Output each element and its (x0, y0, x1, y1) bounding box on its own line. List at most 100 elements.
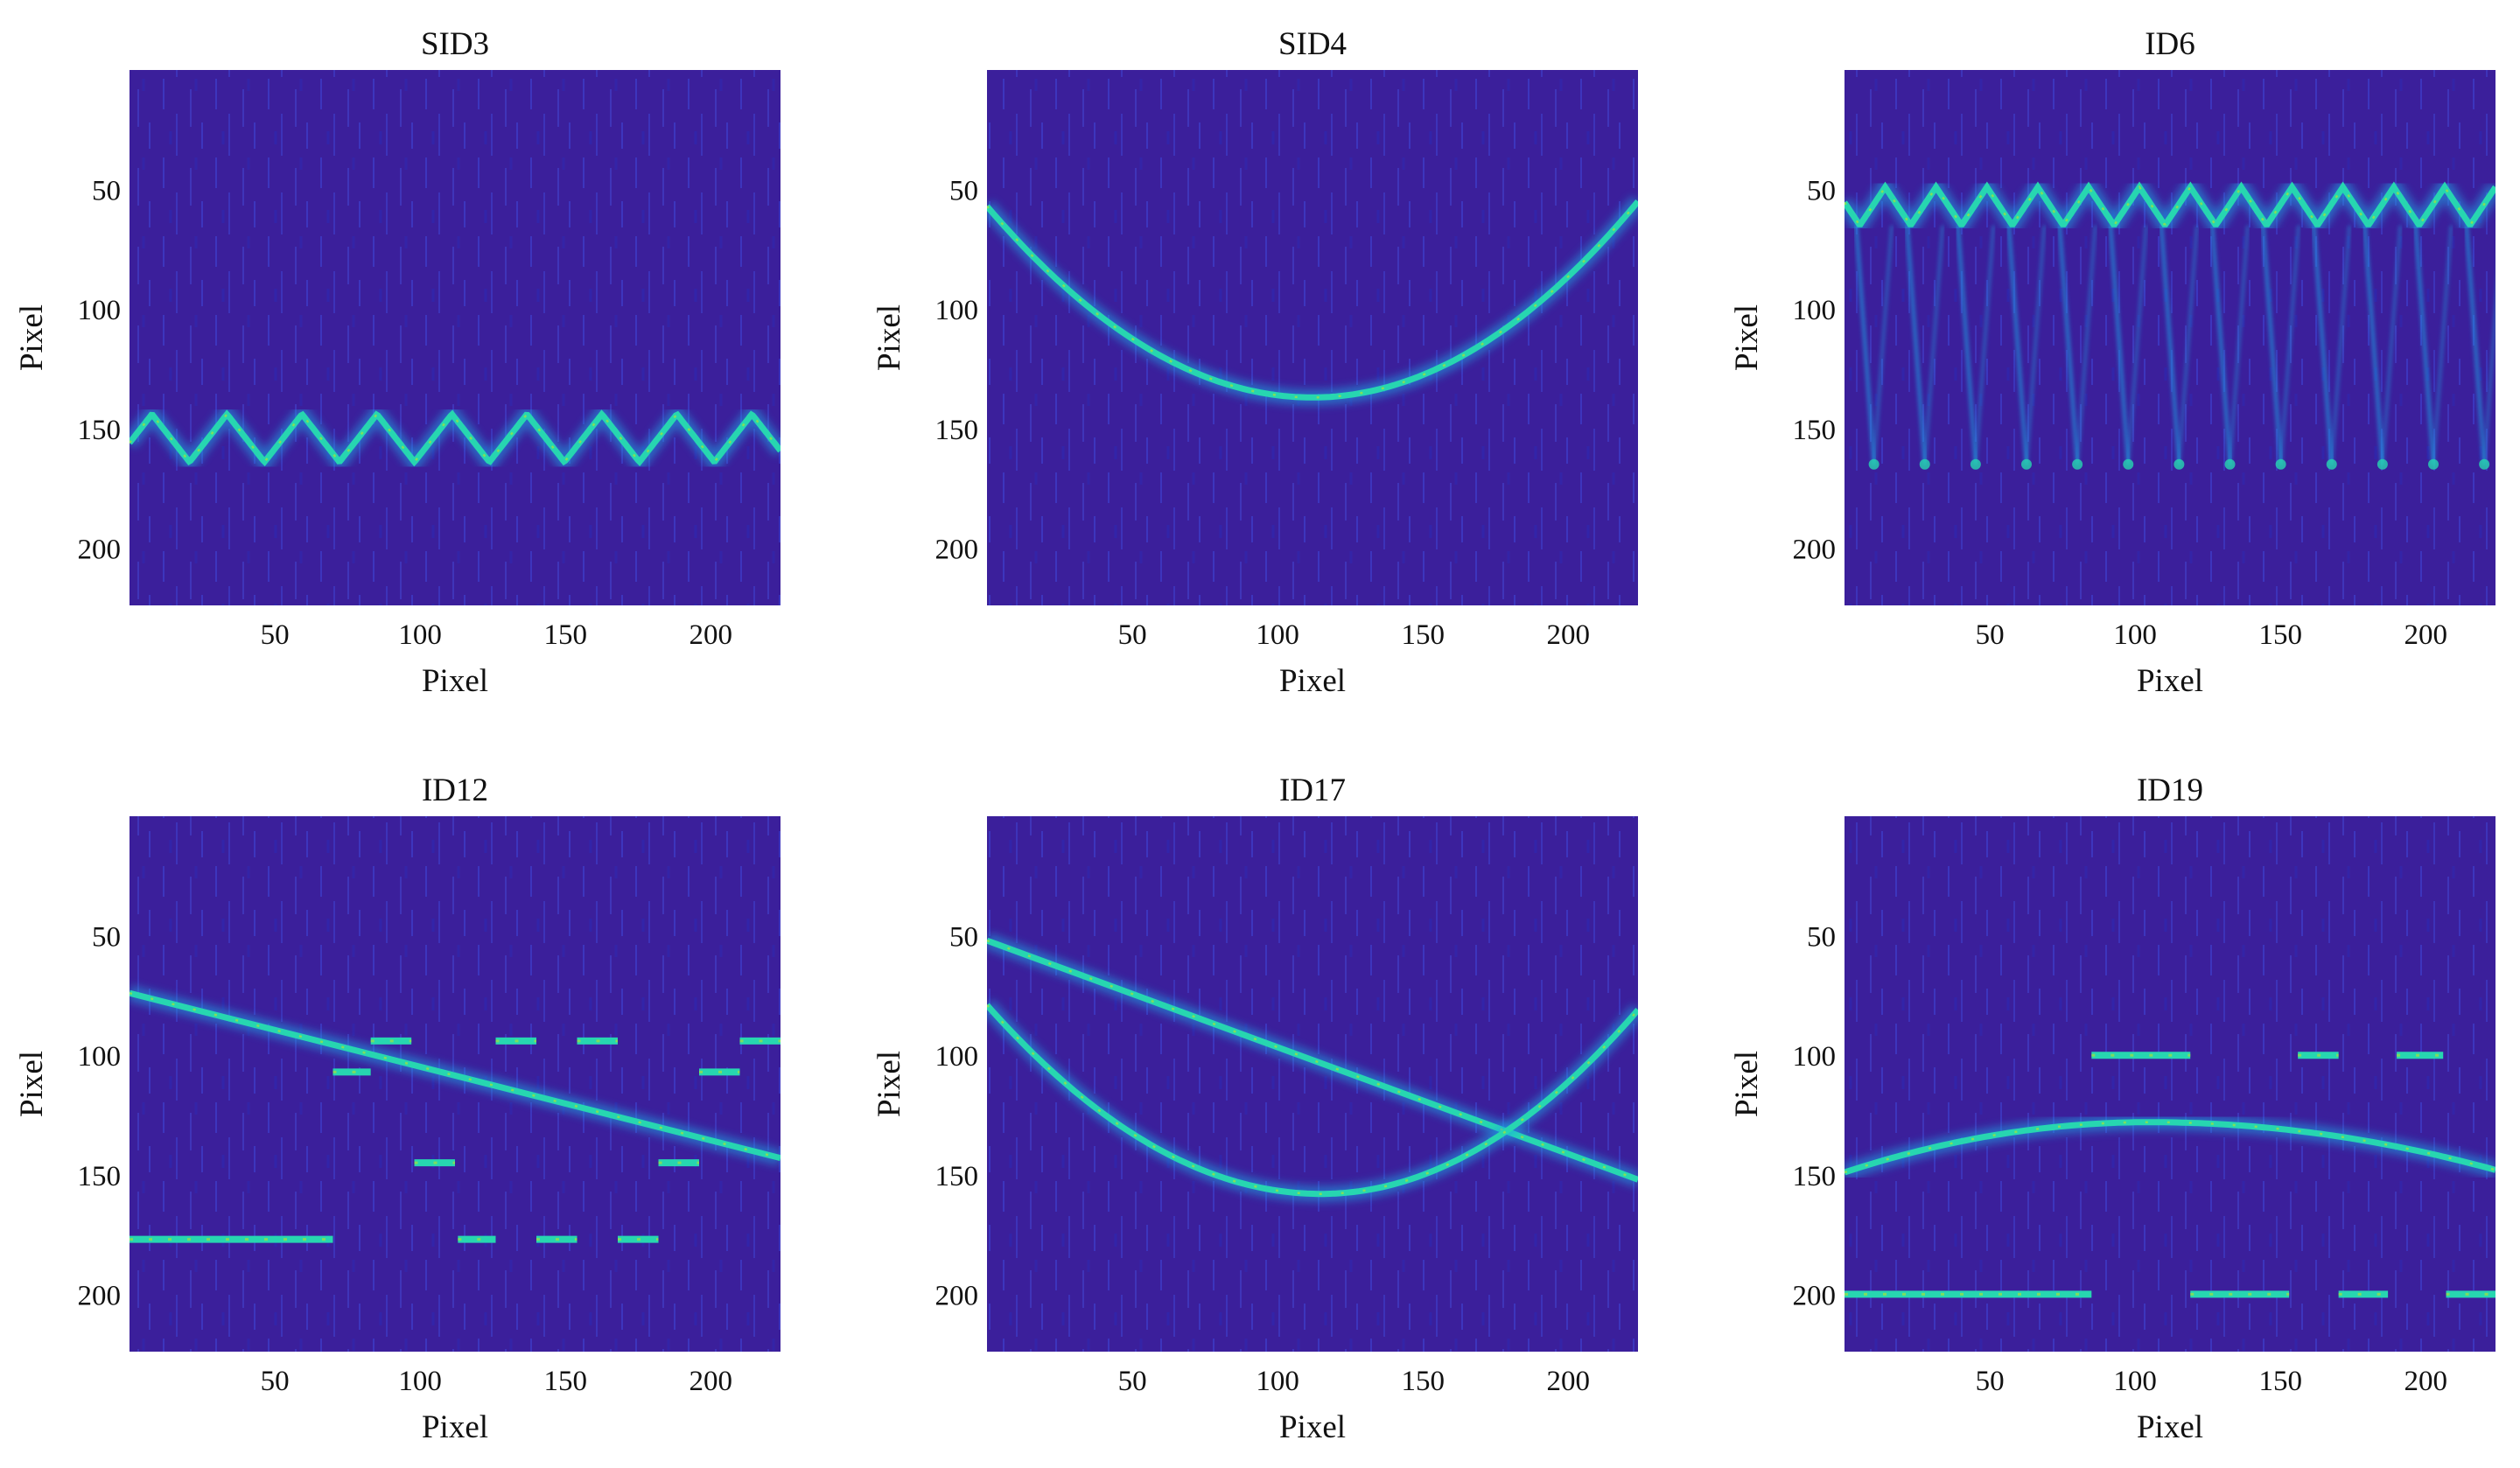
panel-title: SID3 (421, 26, 489, 62)
spike-tip (2376, 458, 2388, 470)
spike-trace (1922, 225, 1945, 465)
panel-id19: ID19 50 100 150 200 50 100 150 200 Pixel Pixel (1729, 772, 2496, 1445)
heatmap-noise (1844, 816, 2496, 1352)
spike-tip (1970, 458, 1981, 470)
y-tick-label: 200 (78, 1280, 122, 1311)
spike-trace (2209, 225, 2232, 465)
y-axis-label: Pixel (872, 304, 907, 371)
curve-trace (987, 937, 1638, 1183)
spike-trace (2108, 225, 2131, 465)
spike-trace (2159, 225, 2181, 465)
spike-trace (2228, 225, 2250, 465)
x-axis-label: Pixel (422, 663, 488, 699)
x-tick-label: 100 (398, 619, 442, 651)
x-tick-label: 150 (543, 1366, 587, 1397)
x-axis-label: Pixel (2137, 1409, 2203, 1445)
heatmap-noise (987, 816, 1638, 1352)
spike-trace (2278, 225, 2300, 465)
x-tick-label: 150 (543, 619, 587, 651)
spike-trace (1904, 225, 1928, 465)
x-tick-label: 100 (1256, 619, 1299, 651)
x-axis-label: Pixel (1279, 663, 1346, 699)
panel-id12: ID12 50 100 150 200 50 100 150 200 Pixel Pixel (14, 772, 780, 1445)
x-tick-label: 150 (2258, 619, 2302, 651)
x-tick-label: 50 (1976, 619, 2005, 651)
y-tick-label: 50 (949, 176, 978, 207)
spike-tip (2123, 458, 2134, 470)
curve-trace (987, 1003, 1638, 1198)
spike-trace (2006, 225, 2029, 465)
spike-trace (2432, 225, 2454, 465)
y-tick-label: 100 (78, 1041, 122, 1073)
x-tick-label: 200 (690, 1366, 733, 1397)
spike-tip (2072, 458, 2083, 470)
y-tick-label: 150 (935, 415, 979, 446)
curve-trace (130, 409, 780, 467)
y-axis-label: Pixel (14, 1051, 50, 1117)
panel-title: ID19 (2137, 772, 2203, 808)
spike-trace (2380, 225, 2403, 465)
x-tick-label: 50 (1976, 1366, 2005, 1397)
x-tick-label: 200 (1547, 1366, 1591, 1397)
y-tick-label: 150 (1793, 1161, 1837, 1192)
spike-trace (2362, 225, 2385, 465)
y-tick-label: 100 (935, 295, 979, 326)
y-tick-label: 150 (935, 1161, 979, 1192)
curve-highlight (1844, 1121, 2496, 1174)
y-tick-label: 100 (78, 295, 122, 326)
spike-trace (2464, 225, 2487, 465)
x-tick-label: 50 (1118, 619, 1147, 651)
x-axis-label: Pixel (2137, 663, 2203, 699)
y-axis-label: Pixel (872, 1051, 907, 1117)
spike-tip (2174, 458, 2185, 470)
x-tick-label: 200 (690, 619, 733, 651)
x-tick-label: 100 (398, 1366, 442, 1397)
y-tick-label: 150 (78, 415, 122, 446)
heatmap-noise (130, 70, 780, 605)
spike-trace (2076, 225, 2097, 465)
x-tick-label: 100 (2113, 1366, 2157, 1397)
panel-sid4: SID4 50 100 150 200 50 100 150 200 Pixel Pixel (872, 26, 1638, 699)
heatmap-noise (987, 70, 1638, 605)
spike-tip (2021, 458, 2033, 470)
y-tick-label: 100 (1793, 295, 1837, 326)
panel-title: ID6 (2145, 26, 2195, 62)
spike-trace (2260, 225, 2284, 465)
y-tick-label: 100 (935, 1041, 979, 1073)
curve-trace (1844, 181, 2496, 227)
x-tick-label: 200 (2404, 1366, 2448, 1397)
spike-trace (1872, 225, 1894, 465)
y-tick-label: 200 (78, 534, 122, 565)
spike-tip (1868, 458, 1880, 470)
panel-title: ID17 (1279, 772, 1346, 808)
plot-area (987, 196, 1638, 406)
spike-tip (2428, 458, 2440, 470)
x-tick-label: 150 (1401, 1366, 1445, 1397)
plot-area (1844, 1047, 2496, 1303)
spike-tip (2326, 458, 2337, 470)
x-tick-label: 50 (261, 1366, 290, 1397)
spike-trace (2329, 225, 2352, 465)
x-tick-label: 150 (2258, 1366, 2302, 1397)
y-tick-label: 200 (935, 534, 979, 565)
y-axis-label: Pixel (1729, 1051, 1765, 1117)
y-tick-label: 50 (1807, 922, 1836, 954)
y-tick-label: 150 (78, 1161, 122, 1192)
curve-highlight (130, 991, 780, 1159)
curve-trace (987, 199, 1638, 401)
x-tick-label: 100 (1256, 1366, 1299, 1397)
x-tick-label: 50 (261, 619, 290, 651)
spike-trace (2311, 225, 2334, 465)
spike-trace (2177, 225, 2199, 465)
spike-tip (2479, 458, 2490, 470)
panel-sid3: SID3 50 100 150 200 50 100 150 200 Pixel Pixel (14, 26, 780, 699)
y-tick-label: 50 (1807, 176, 1836, 207)
spike-trace (2482, 290, 2496, 465)
x-tick-label: 200 (2404, 619, 2448, 651)
spike-trace (2057, 225, 2080, 465)
y-axis-label: Pixel (14, 304, 50, 371)
spike-tip (1919, 458, 1930, 470)
x-tick-label: 100 (2113, 619, 2157, 651)
plot-area (130, 402, 780, 474)
